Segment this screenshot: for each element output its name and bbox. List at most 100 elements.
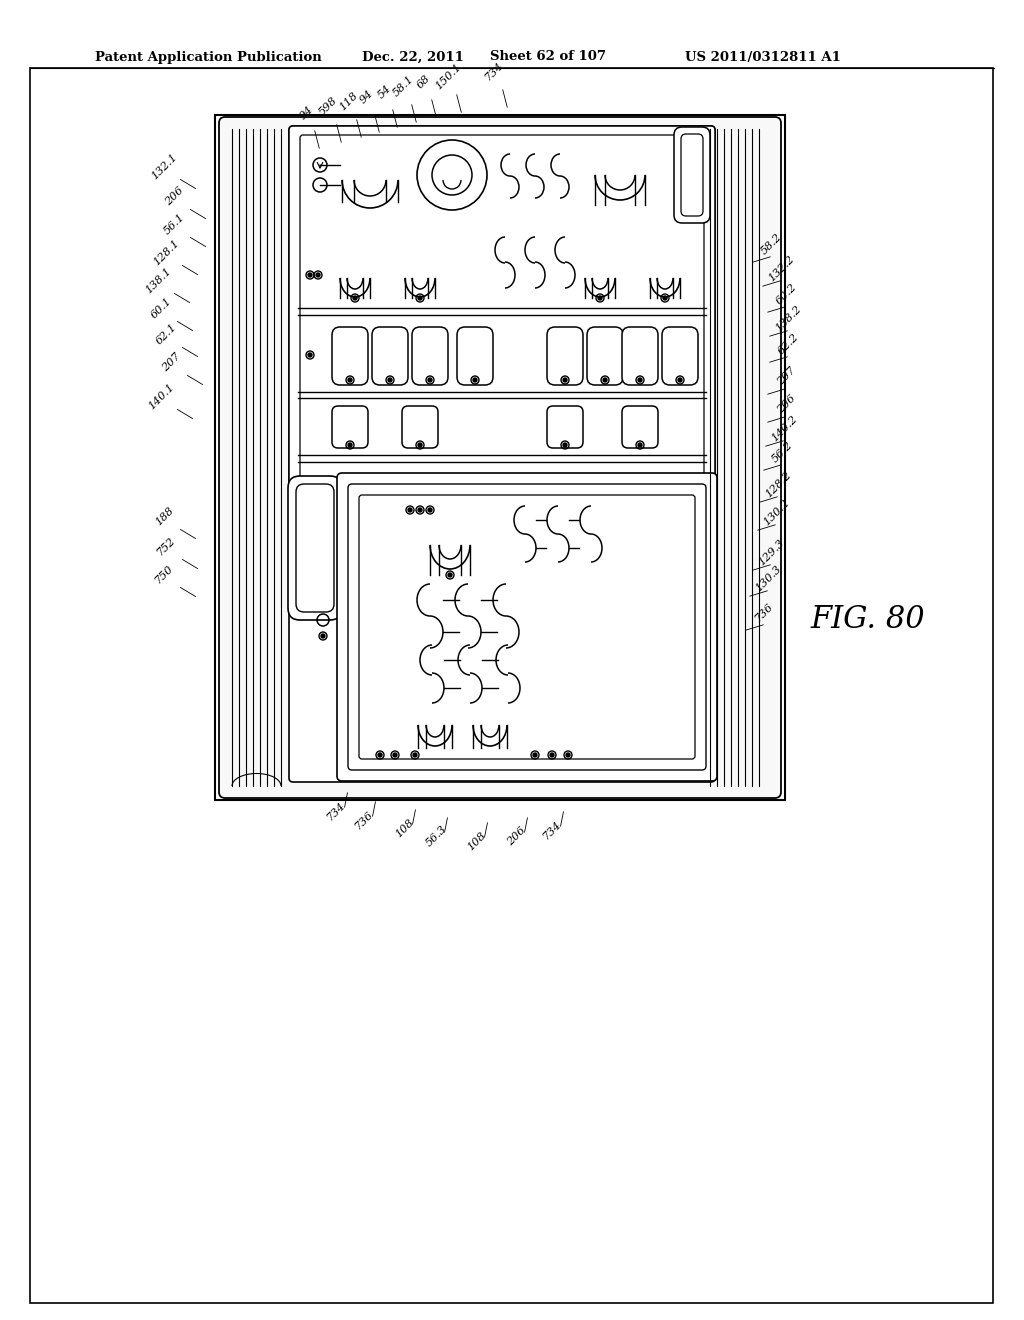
Text: 129.3: 129.3 [757,537,786,568]
Circle shape [418,296,422,300]
Circle shape [534,752,537,756]
Circle shape [563,378,567,381]
Circle shape [393,752,397,756]
Text: 60.2: 60.2 [774,282,799,306]
FancyBboxPatch shape [587,327,623,385]
Text: 56.3: 56.3 [424,824,449,849]
FancyBboxPatch shape [332,327,368,385]
Text: 752: 752 [156,536,177,557]
FancyBboxPatch shape [289,125,715,494]
Text: 54: 54 [376,83,393,100]
Circle shape [408,508,412,512]
Text: Patent Application Publication: Patent Application Publication [95,50,322,63]
Circle shape [308,352,312,356]
Text: 207: 207 [775,366,798,388]
Circle shape [563,444,567,447]
FancyBboxPatch shape [547,327,583,385]
Text: 118: 118 [337,90,359,112]
Text: 58.1: 58.1 [391,74,416,99]
Circle shape [566,752,570,756]
Circle shape [473,378,477,381]
FancyBboxPatch shape [372,327,408,385]
Text: 734: 734 [483,61,506,83]
Text: 138.1: 138.1 [143,265,173,296]
FancyBboxPatch shape [288,477,342,620]
Text: 734: 734 [542,820,563,842]
FancyBboxPatch shape [348,484,706,770]
FancyBboxPatch shape [681,135,703,216]
Circle shape [428,508,432,512]
Circle shape [550,752,554,756]
Text: 94: 94 [298,104,315,121]
Circle shape [603,378,607,381]
Text: 598: 598 [317,95,340,117]
Text: 56.2: 56.2 [770,440,795,465]
Text: 206: 206 [775,393,798,416]
Circle shape [378,752,382,756]
Circle shape [348,378,352,381]
Text: 130.2: 130.2 [762,498,792,527]
Circle shape [308,273,312,277]
Text: 128.1: 128.1 [152,238,181,268]
Circle shape [418,508,422,512]
Circle shape [598,296,602,300]
FancyBboxPatch shape [547,407,583,447]
FancyBboxPatch shape [622,327,658,385]
FancyBboxPatch shape [662,327,698,385]
FancyBboxPatch shape [359,495,695,759]
Text: 736: 736 [353,809,376,832]
Text: Sheet 62 of 107: Sheet 62 of 107 [490,50,606,63]
Text: 62.1: 62.1 [155,322,179,347]
Circle shape [638,378,642,381]
Text: 108: 108 [465,830,487,853]
Circle shape [353,296,357,300]
FancyBboxPatch shape [296,484,334,612]
Text: 750: 750 [154,564,175,586]
Text: 56.1: 56.1 [162,213,186,236]
Text: 140.1: 140.1 [146,381,176,412]
Text: FIG. 80: FIG. 80 [810,605,925,635]
Text: 140.2: 140.2 [770,413,800,444]
Text: 734: 734 [326,800,347,822]
Circle shape [321,634,325,638]
Text: US 2011/0312811 A1: US 2011/0312811 A1 [685,50,841,63]
FancyBboxPatch shape [457,327,493,385]
Text: 94: 94 [358,88,375,106]
Text: 108: 108 [393,817,416,840]
Circle shape [348,444,352,447]
Text: 128.2: 128.2 [764,470,794,499]
Text: 132.2: 132.2 [767,253,797,284]
Text: 68: 68 [415,73,432,90]
Circle shape [449,573,452,577]
Text: 62.2: 62.2 [776,333,801,356]
Text: 60.1: 60.1 [150,296,174,321]
Circle shape [678,378,682,381]
FancyBboxPatch shape [674,127,710,223]
Circle shape [388,378,392,381]
Circle shape [663,296,667,300]
Text: 206: 206 [164,185,185,207]
FancyBboxPatch shape [300,135,705,484]
Text: Dec. 22, 2011: Dec. 22, 2011 [362,50,464,63]
FancyBboxPatch shape [289,125,715,781]
FancyBboxPatch shape [219,117,781,799]
Circle shape [638,444,642,447]
FancyBboxPatch shape [337,473,717,781]
FancyBboxPatch shape [622,407,658,447]
FancyBboxPatch shape [402,407,438,447]
Text: 58.2: 58.2 [759,232,783,257]
Text: 130.3: 130.3 [754,564,783,593]
Circle shape [418,444,422,447]
Circle shape [428,378,432,381]
Text: 132.1: 132.1 [150,152,179,181]
Text: 206: 206 [506,825,527,847]
Text: 138.2: 138.2 [773,304,803,334]
Text: 150.1: 150.1 [433,62,463,91]
Text: 207: 207 [161,351,182,374]
FancyBboxPatch shape [332,407,368,447]
Circle shape [316,273,319,277]
Text: 188: 188 [154,506,175,528]
Text: 736: 736 [754,602,775,623]
FancyBboxPatch shape [412,327,449,385]
Bar [215,115,785,800]
